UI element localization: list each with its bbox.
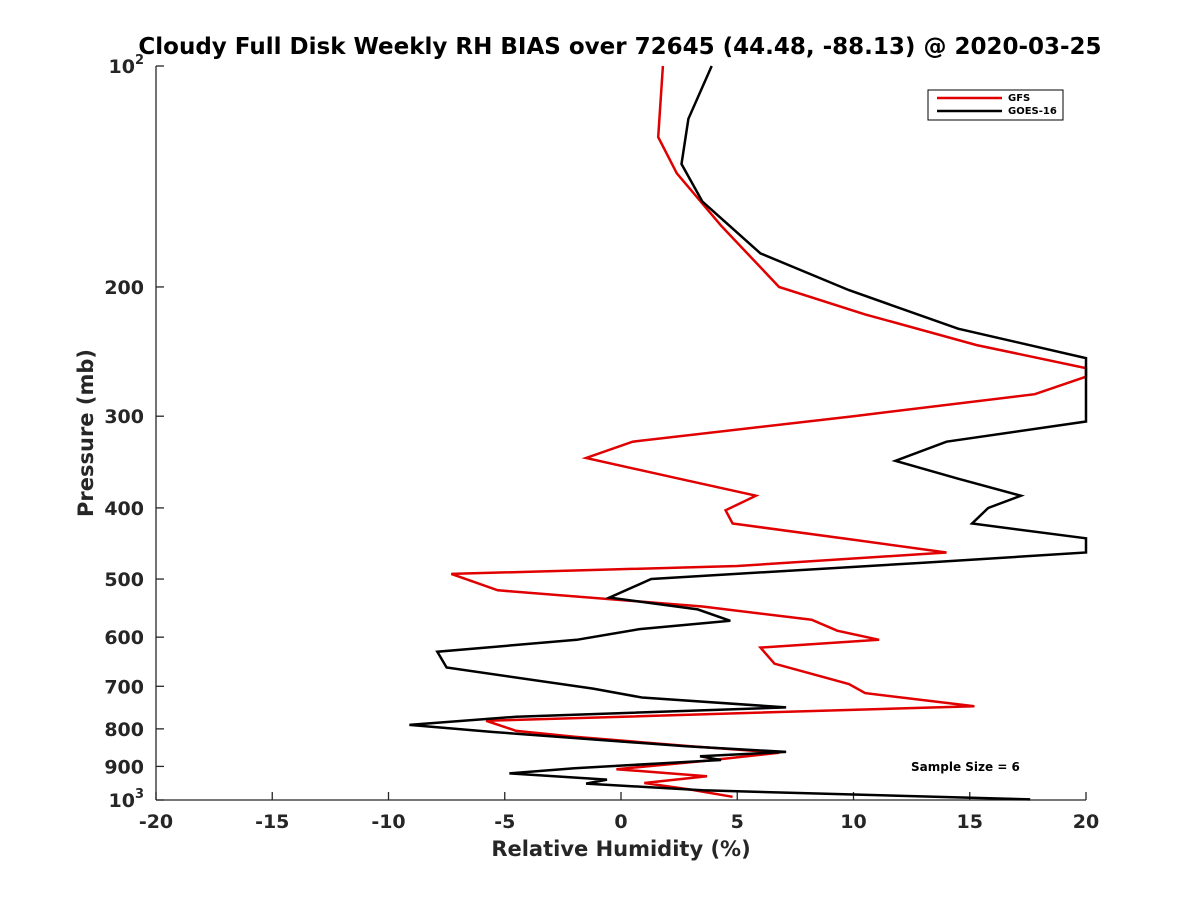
y-tick-label-base: 800 xyxy=(104,719,144,741)
legend: GFS GOES-16 xyxy=(927,89,1064,121)
y-tick-label-base: 200 xyxy=(104,277,144,299)
series-line-goes16 xyxy=(409,65,1088,801)
x-tick-label: 10 xyxy=(840,811,866,833)
x-tick-label: -5 xyxy=(494,811,515,833)
series-line-gfs xyxy=(450,65,1088,799)
y-tick-label-base: 500 xyxy=(104,569,144,591)
legend-box xyxy=(927,89,1064,121)
y-tick-label-base: 300 xyxy=(104,406,144,428)
x-tick-label: -15 xyxy=(255,811,289,833)
y-tick-label-base: 400 xyxy=(104,498,144,520)
y-tick-label: 102 xyxy=(109,53,145,78)
y-tick-label-base: 10 xyxy=(109,790,135,812)
chart-title: Cloudy Full Disk Weekly RH BIAS over 726… xyxy=(138,34,1101,60)
x-tick-label: 20 xyxy=(1073,811,1099,833)
y-tick-label-base: 10 xyxy=(109,56,135,78)
legend-label-gfs: GFS xyxy=(1008,93,1030,104)
y-tick-label: 600 xyxy=(104,627,144,649)
y-tick-label-exponent: 3 xyxy=(135,787,144,802)
x-tick-label: -20 xyxy=(139,811,173,833)
legend-label-goes16: GOES-16 xyxy=(1008,106,1057,117)
x-tick-label: 15 xyxy=(957,811,983,833)
y-tick-label-exponent: 2 xyxy=(135,53,144,68)
y-tick-label-base: 900 xyxy=(104,756,144,778)
axes xyxy=(155,66,1086,801)
y-tick-label-base: 700 xyxy=(104,676,144,698)
x-ticks: -20 -15 -10 -5 0 5 10 15 20 xyxy=(139,792,1099,833)
sample-size-annotation: Sample Size = 6 xyxy=(911,760,1020,774)
y-tick-label: 700 xyxy=(104,676,144,698)
y-tick-label: 800 xyxy=(104,719,144,741)
plot-lines xyxy=(409,65,1088,801)
y-tick-label: 900 xyxy=(104,756,144,778)
x-tick-label: 5 xyxy=(731,811,744,833)
y-tick-label: 103 xyxy=(109,787,145,812)
y-axis-label: Pressure (mb) xyxy=(74,349,98,517)
y-tick-label: 400 xyxy=(104,498,144,520)
y-tick-label-base: 600 xyxy=(104,627,144,649)
y-tick-label: 300 xyxy=(104,406,144,428)
y-tick-label: 500 xyxy=(104,569,144,591)
x-axis-label: Relative Humidity (%) xyxy=(491,837,750,861)
y-tick-label: 200 xyxy=(104,277,144,299)
x-tick-label: -10 xyxy=(371,811,405,833)
x-tick-label: 0 xyxy=(614,811,627,833)
